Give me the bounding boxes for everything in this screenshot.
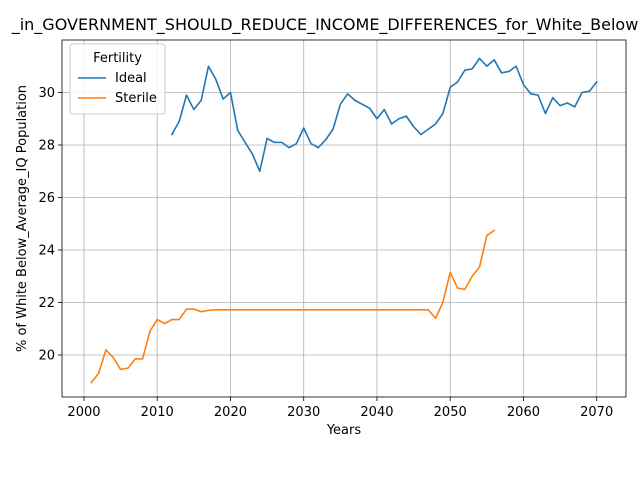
- y-tick-label: 20: [38, 349, 55, 364]
- x-axis-label: Years: [326, 423, 362, 438]
- legend: Fertility Ideal Sterile: [70, 44, 165, 114]
- x-tick-label: 2070: [580, 405, 613, 420]
- y-tick-label: 22: [38, 296, 55, 311]
- x-tick-label: 2050: [434, 405, 467, 420]
- x-tick-label: 2060: [507, 405, 540, 420]
- x-tick-label: 2020: [214, 405, 247, 420]
- y-axis-label: % of White Below_Average_IQ Population: [15, 85, 30, 352]
- x-tick-label: 2000: [67, 405, 100, 420]
- x-tick-label: 2010: [141, 405, 174, 420]
- legend-label-ideal: Ideal: [115, 71, 147, 86]
- y-tick-label: 24: [38, 244, 55, 259]
- chart-title: _in_GOVERNMENT_SHOULD_REDUCE_INCOME_DIFF…: [11, 15, 639, 35]
- y-tick-label: 28: [38, 139, 55, 154]
- x-tick-label: 2030: [287, 405, 320, 420]
- legend-label-sterile: Sterile: [115, 91, 157, 106]
- legend-title: Fertility: [93, 51, 142, 66]
- x-tick-label: 2040: [360, 405, 393, 420]
- y-tick-label: 26: [38, 191, 55, 206]
- y-tick-label: 30: [38, 86, 55, 101]
